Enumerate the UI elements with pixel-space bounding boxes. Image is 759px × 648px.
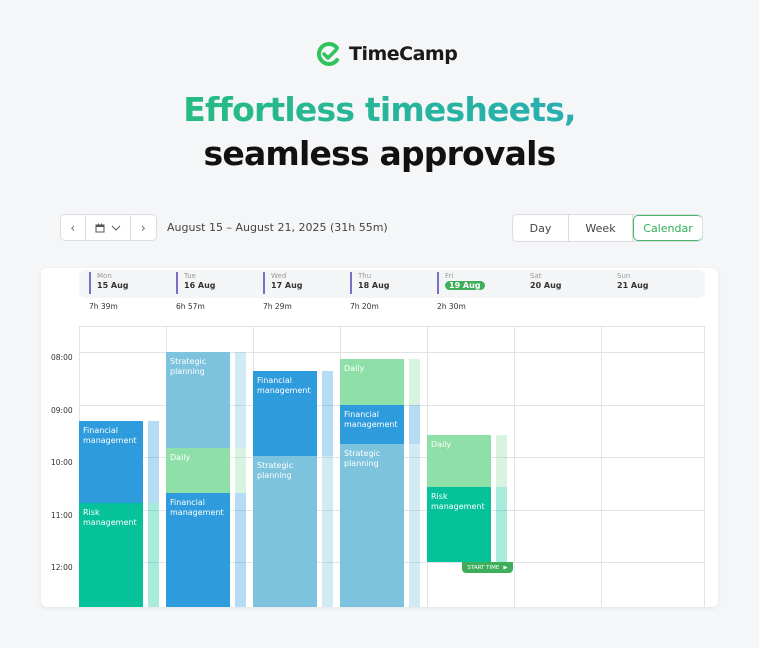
hour-label: 08:00 [51,353,73,362]
event-shadow-bar [496,435,507,487]
calendar-dropdown[interactable] [86,215,131,240]
headline-line1: Effortless timesheets, [0,90,759,129]
day-name: Tue [184,272,196,280]
column-line [704,326,705,607]
hour-label: 09:00 [51,405,73,415]
day-header-row [79,270,705,298]
view-switch: Day Week Calendar [512,214,703,242]
calendar-grid: Mon 15 Aug 7h 39m Tue 16 Aug 6h 57m Wed 17 Aug 7… [41,268,718,607]
timecamp-logo: TimeCamp [315,40,458,68]
brand-name: TimeCamp [349,43,458,65]
event-block[interactable]: Financial management [166,492,230,607]
view-day-button[interactable]: Day [513,215,569,241]
date-range: August 15 – August 21, 2025 (31h 55m) [167,221,388,234]
event-shadow-bar [148,503,159,607]
day-total: 7h 39m [89,302,118,311]
today-badge: 19 Aug [445,281,485,290]
hour-label: 12:00 [51,563,73,572]
headline-line2: seamless approvals [203,134,557,173]
event-shadow-bar [409,443,420,607]
chevron-right-icon: › [140,220,146,235]
day-date: 17 Aug [271,281,303,290]
day-total: 7h 29m [263,302,292,311]
view-week-button[interactable]: Week [569,215,633,241]
day-header-wed[interactable]: Wed 17 Aug [263,272,303,294]
play-icon: ▶ [503,564,508,571]
column-line [601,326,602,607]
chevron-left-icon: ‹ [70,220,76,235]
day-header-fri[interactable]: Fri 19 Aug [437,272,485,294]
event-block[interactable]: Daily [166,448,230,493]
hour-label: 10:00 [51,458,73,467]
day-date: 15 Aug [97,281,129,290]
date-text: 21 Aug [617,281,649,290]
event-block[interactable]: Financial management [79,421,143,504]
event-block[interactable]: Financial management [253,371,317,457]
prev-week-button[interactable]: ‹ [61,215,86,240]
start-time-label: START TIME [467,564,500,571]
timecamp-logo-icon [317,42,339,66]
day-header-tue[interactable]: Tue 16 Aug [176,272,216,294]
chevron-down-icon [111,225,120,231]
date-text: 20 Aug [530,281,562,290]
day-date: 21 Aug [617,281,649,290]
event-block[interactable]: Risk management [427,486,491,562]
event-block[interactable]: Strategic planning [253,456,317,607]
event-shadow-bar [322,371,333,457]
day-name: Sat [530,272,542,280]
hour-label: 11:00 [51,510,73,520]
day-date: 19 Aug [445,281,485,290]
day-name: Wed [271,272,287,280]
calendar-icon [95,223,105,232]
date-text: 16 Aug [184,281,216,290]
date-navigator: ‹ › [60,214,157,241]
column-line [514,326,515,607]
event-shadow-bar [235,352,246,449]
date-text: 18 Aug [358,281,390,290]
day-header-mon[interactable]: Mon 15 Aug [89,272,129,294]
day-total: 7h 20m [350,302,379,311]
day-total: 6h 57m [176,302,205,311]
event-block[interactable]: Strategic planning [166,352,230,449]
day-date: 20 Aug [530,281,562,290]
event-shadow-bar [235,448,246,493]
day-name: Fri [445,272,454,280]
day-header-sat[interactable]: Sat 20 Aug [524,272,562,294]
day-name: Thu [358,272,372,280]
day-date: 16 Aug [184,281,216,290]
day-header-sun[interactable]: Sun 21 Aug [611,272,649,294]
day-total: 2h 30m [437,302,466,311]
day-name: Mon [97,272,112,280]
hour-line [79,352,705,353]
event-shadow-bar [496,486,507,562]
event-shadow-bar [148,421,159,504]
event-shadow-bar [409,359,420,405]
next-week-button[interactable]: › [131,215,156,240]
event-block[interactable]: Daily [427,435,491,487]
event-block[interactable]: Risk management [79,503,143,607]
day-name: Sun [617,272,631,280]
event-shadow-bar [322,456,333,607]
day-header-thu[interactable]: Thu 18 Aug [350,272,390,294]
event-block[interactable]: Financial management [340,404,404,444]
date-text: 15 Aug [97,281,129,290]
date-text: 17 Aug [271,281,303,290]
start-time-button[interactable]: START TIME ▶ [462,562,513,573]
day-date: 18 Aug [358,281,390,290]
view-calendar-button[interactable]: Calendar [633,215,702,241]
event-block[interactable]: Daily [340,359,404,405]
event-block[interactable]: Strategic planning [340,443,404,607]
event-shadow-bar [235,492,246,607]
event-shadow-bar [409,404,420,444]
grid-line [79,326,705,327]
